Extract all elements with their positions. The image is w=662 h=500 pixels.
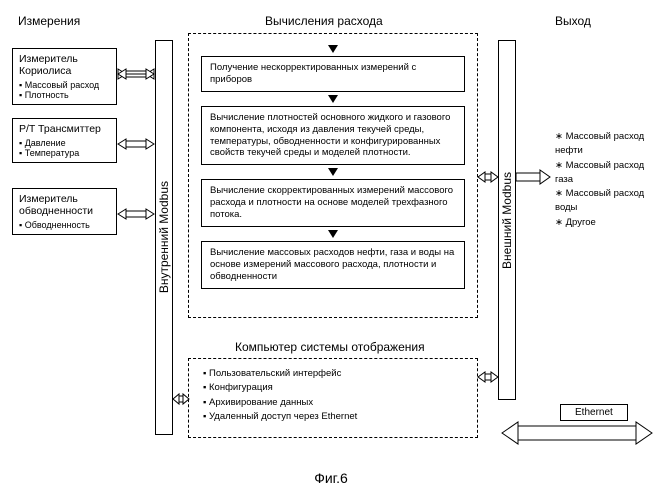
- flow-step-3: Вычисление скорректированных измерений м…: [201, 179, 465, 227]
- flow-step-2: Вычисление плотностей основного жидкого …: [201, 106, 465, 166]
- internal-modbus-bar: Внутренний Modbus: [155, 40, 173, 435]
- double-arrow-icon: [478, 368, 498, 386]
- ethernet-label: Ethernet: [560, 404, 628, 421]
- flow-step-4: Вычисление массовых расходов нефти, газа…: [201, 241, 465, 289]
- title-flow-calc: Вычисления расхода: [265, 14, 383, 28]
- external-modbus-label: Внешний Modbus: [500, 172, 514, 269]
- watercut-title: Измеритель обводненности: [19, 193, 110, 217]
- double-arrow-icon: [118, 135, 154, 153]
- flow-step-1: Получение нескорректированных измерений …: [201, 56, 465, 92]
- title-display-computer: Компьютер системы отображения: [235, 340, 425, 354]
- box-watercut: Измеритель обводненности Обводненность: [12, 188, 117, 235]
- title-measurements: Измерения: [18, 14, 80, 28]
- arrow-down-icon: [328, 168, 338, 176]
- coriolis-title: Измеритель Кориолиса: [19, 53, 110, 77]
- title-output: Выход: [555, 14, 591, 28]
- arrow-down-icon: [328, 95, 338, 103]
- box-pt: P/T Трансмиттер Давление Температура: [12, 118, 117, 163]
- watercut-items: Обводненность: [19, 220, 110, 230]
- pt-title: P/T Трансмиттер: [19, 123, 110, 135]
- double-arrow-icon: [118, 205, 154, 223]
- coriolis-items: Массовый расход Плотность: [19, 80, 110, 100]
- arrow-right-icon: [516, 168, 550, 186]
- internal-modbus-label: Внутренний Modbus: [157, 181, 171, 293]
- display-computer-region: Пользовательский интерфейс Конфигурация …: [188, 358, 478, 438]
- arrow-down-icon: [328, 45, 338, 53]
- pt-items: Давление Температура: [19, 138, 110, 158]
- ethernet-double-arrow-icon: [502, 420, 652, 446]
- output-list: Массовый расход нефти Массовый расход га…: [555, 130, 655, 230]
- figure-caption: Фиг.6: [0, 470, 662, 486]
- flow-calc-region: Получение нескорректированных измерений …: [188, 33, 478, 318]
- double-arrow-icon: [478, 168, 498, 186]
- display-items: Пользовательский интерфейс Конфигурация …: [203, 367, 463, 424]
- external-modbus-bar: Внешний Modbus: [498, 40, 516, 400]
- arrow-down-icon: [328, 230, 338, 238]
- box-coriolis: Измеритель Кориолиса Массовый расход Пло…: [12, 48, 117, 105]
- double-arrow-icon: [173, 390, 189, 408]
- double-arrow-icon: [118, 65, 154, 83]
